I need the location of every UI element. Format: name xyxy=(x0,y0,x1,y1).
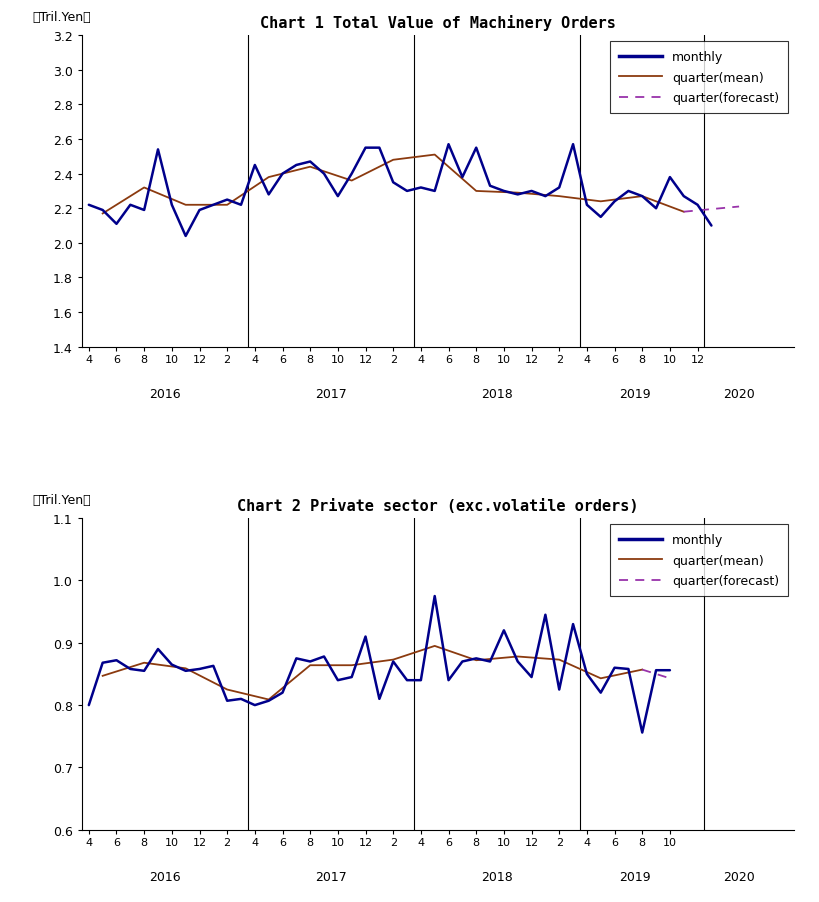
Legend: monthly, quarter(mean), quarter(forecast): monthly, quarter(mean), quarter(forecast… xyxy=(610,525,788,596)
Text: 2018: 2018 xyxy=(481,870,513,883)
Text: （Tril.Yen）: （Tril.Yen） xyxy=(32,11,91,23)
Text: 2016: 2016 xyxy=(149,870,181,883)
Text: （Tril.Yen）: （Tril.Yen） xyxy=(32,493,91,506)
Text: 2019: 2019 xyxy=(619,870,651,883)
Legend: monthly, quarter(mean), quarter(forecast): monthly, quarter(mean), quarter(forecast… xyxy=(610,42,788,114)
Text: 2020: 2020 xyxy=(723,388,755,400)
Title: Chart 1 Total Value of Machinery Orders: Chart 1 Total Value of Machinery Orders xyxy=(260,14,616,31)
Text: 2019: 2019 xyxy=(619,388,651,400)
Text: 2016: 2016 xyxy=(149,388,181,400)
Text: 2017: 2017 xyxy=(315,870,346,883)
Text: 2018: 2018 xyxy=(481,388,513,400)
Text: 2020: 2020 xyxy=(723,870,755,883)
Text: 2017: 2017 xyxy=(315,388,346,400)
Title: Chart 2 Private sector (exc.volatile orders): Chart 2 Private sector (exc.volatile ord… xyxy=(238,498,639,513)
